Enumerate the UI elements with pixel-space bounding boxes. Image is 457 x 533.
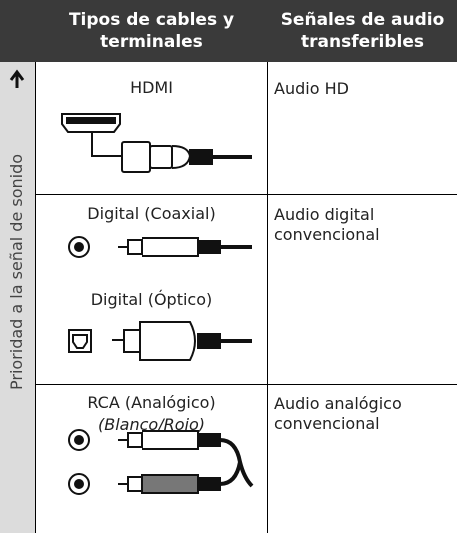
signal-text: Audio HD (274, 79, 349, 98)
coax-plug (118, 237, 199, 257)
rca-jack (68, 473, 90, 495)
cell (268, 62, 457, 195)
hdmi-boot (189, 149, 213, 165)
header-text: Tipos de cables y terminales (68, 10, 235, 52)
cell (35, 62, 268, 195)
header-cell: Señales de audio transferibles (268, 0, 457, 62)
cell (35, 195, 268, 385)
signal-text: Audio digital convencional (274, 205, 380, 244)
cable-label: Digital (Óptico) (90, 290, 213, 309)
cell (35, 385, 268, 533)
rca-plug-white (118, 430, 199, 450)
hdmi-plug (149, 145, 173, 169)
header-corner (0, 0, 35, 62)
hdmi-plug (121, 141, 151, 173)
hdmi-plug (171, 145, 192, 169)
signal-text: Audio analógico convencional (274, 394, 402, 433)
optical-boot (197, 333, 221, 349)
hdmi-pins (66, 117, 116, 124)
coax-jack (74, 242, 84, 252)
rca-plug-red (141, 474, 199, 494)
cable-label: Digital (Coaxial) (87, 204, 216, 223)
hdmi-port (61, 113, 121, 133)
rca-jack (74, 435, 84, 445)
cable-label: HDMI (130, 78, 173, 97)
cable-label: RCA (Analógico) (87, 393, 216, 412)
optical-port (68, 329, 92, 353)
optical-port (72, 334, 88, 349)
coax-jack (68, 236, 90, 258)
hdmi-wire (91, 132, 122, 157)
header-text: Señales de audio transferibles (280, 10, 445, 52)
coax-boot (197, 240, 221, 254)
rca-boot (197, 477, 221, 491)
sidebar (0, 62, 35, 533)
rca-boot (197, 433, 221, 447)
optical-plug (112, 321, 196, 361)
cell (268, 195, 457, 385)
arrow-icon (9, 69, 25, 88)
rca-cable (219, 438, 254, 488)
header-cell: Tipos de cables y terminales (35, 0, 268, 62)
cable-note: (Blanco/Rojo) (98, 415, 205, 434)
rca-jack (68, 429, 90, 451)
rca-jack (74, 479, 84, 489)
rca-plug-red (118, 476, 143, 492)
